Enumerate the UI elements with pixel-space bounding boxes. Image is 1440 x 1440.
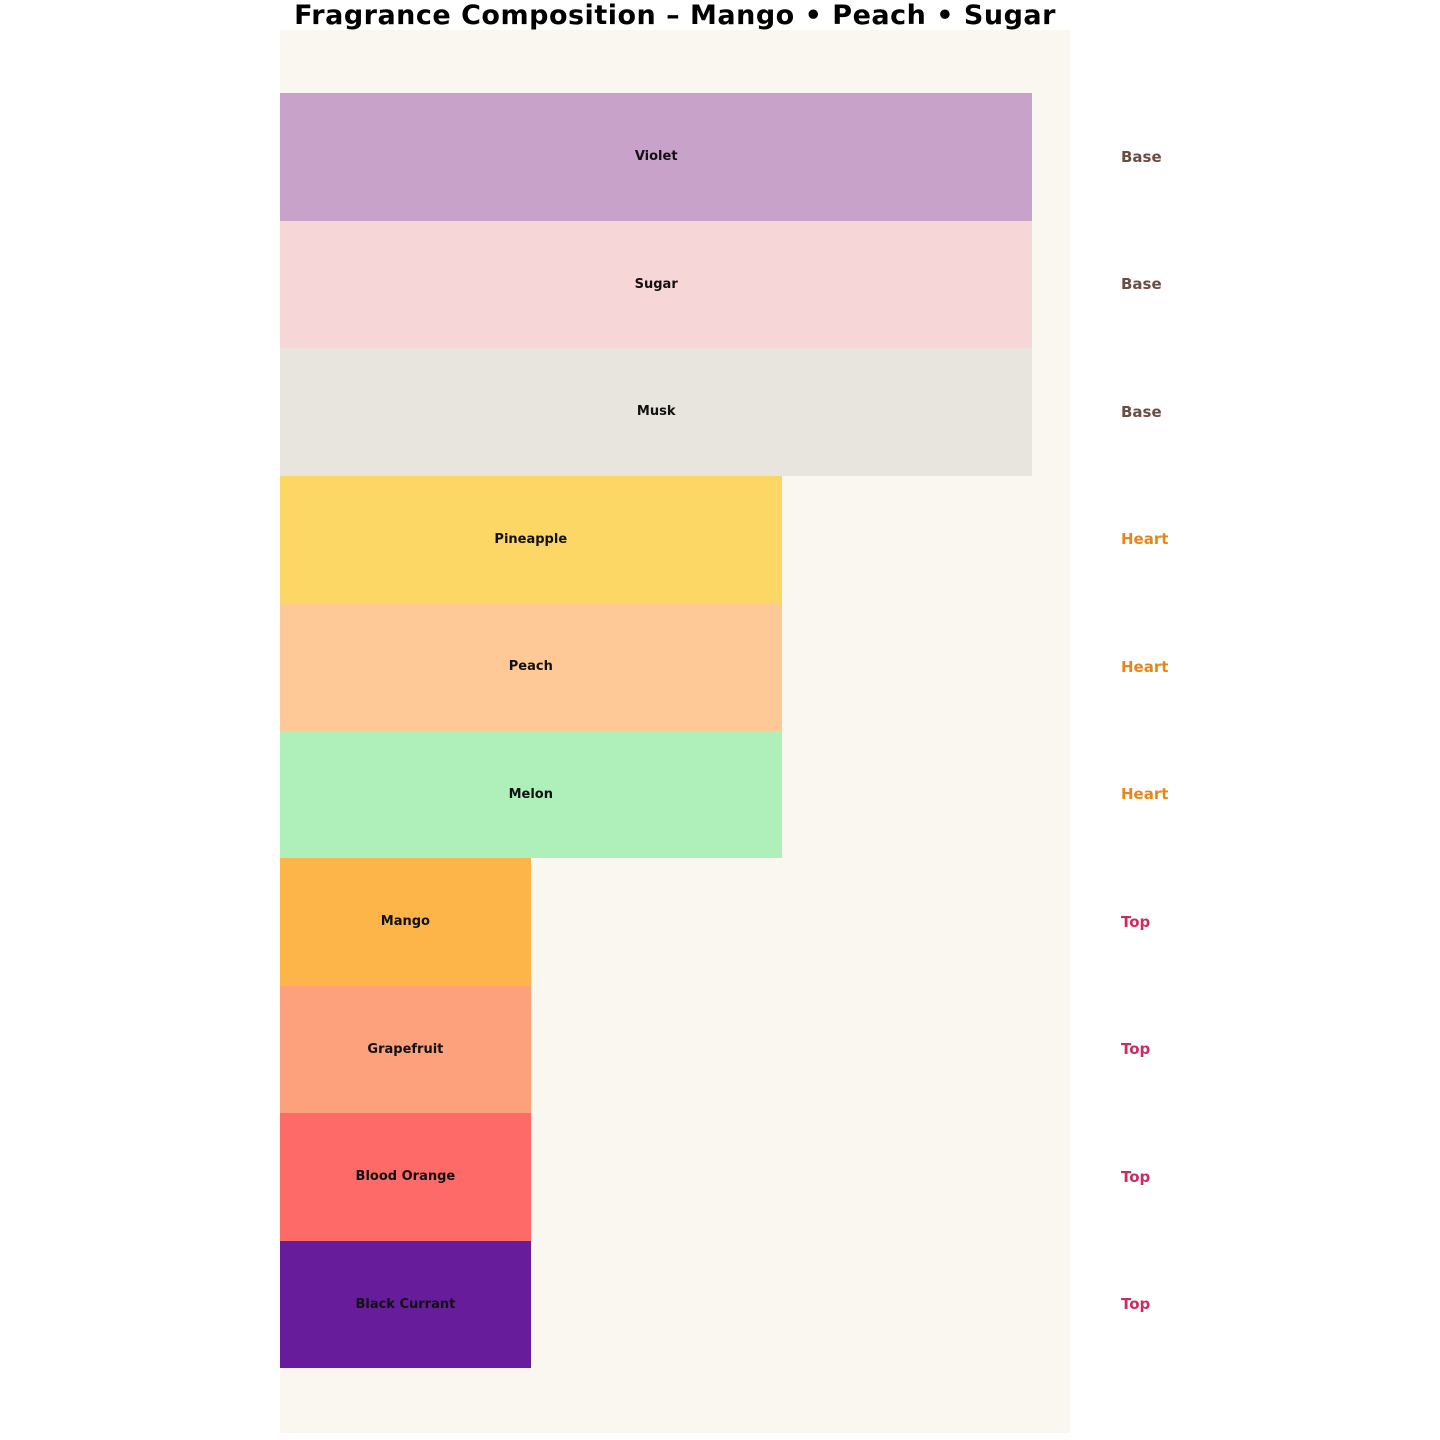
bar-row: Black Currant <box>280 1240 1070 1368</box>
plot-area: Violet Sugar Musk Pineapple Peach Melon Mango G… <box>280 30 1070 1433</box>
tier-label-base: Base <box>1121 147 1162 166</box>
bar-sugar: Sugar <box>280 220 1033 348</box>
bar-row: Peach <box>280 603 1070 731</box>
tier-label-top: Top <box>1121 1295 1151 1314</box>
tier-label-heart: Heart <box>1121 530 1169 549</box>
bar-label: Mango <box>380 914 430 930</box>
bar-label: Violet <box>634 149 678 165</box>
tier-label-heart: Heart <box>1121 657 1169 676</box>
bar-row: Blood Orange <box>280 1113 1070 1241</box>
bar-row: Musk <box>280 348 1070 476</box>
bar-grapefruit: Grapefruit <box>280 985 531 1113</box>
bar-row: Violet <box>280 93 1070 221</box>
bar-label: Musk <box>636 404 676 420</box>
bars-layer: Violet Sugar Musk Pineapple Peach Melon Mango G… <box>280 93 1070 1368</box>
tier-label-top: Top <box>1121 1040 1151 1059</box>
tier-label-base: Base <box>1121 275 1162 294</box>
bar-musk: Musk <box>280 348 1033 476</box>
tier-label-column: Base Base Base Heart Heart Heart Top Top Top Top <box>1121 30 1321 1433</box>
bar-row: Grapefruit <box>280 985 1070 1113</box>
bar-label: Black Currant <box>355 1296 456 1312</box>
tier-label-top: Top <box>1121 912 1151 931</box>
bar-label: Sugar <box>634 276 678 292</box>
bar-black-currant: Black Currant <box>280 1240 531 1368</box>
bar-row: Sugar <box>280 220 1070 348</box>
bar-blood-orange: Blood Orange <box>280 1113 531 1241</box>
tier-label-top: Top <box>1121 1167 1151 1186</box>
bar-label: Pineapple <box>494 531 568 547</box>
bar-row: Melon <box>280 730 1070 858</box>
bar-melon: Melon <box>280 730 782 858</box>
chart-title: Fragrance Composition – Mango • Peach • … <box>294 0 1056 31</box>
bar-row: Pineapple <box>280 475 1070 603</box>
bar-mango: Mango <box>280 858 531 986</box>
bar-label: Blood Orange <box>355 1169 456 1185</box>
tier-label-base: Base <box>1121 402 1162 421</box>
bar-violet: Violet <box>280 93 1033 221</box>
tier-label-heart: Heart <box>1121 785 1169 804</box>
bar-peach: Peach <box>280 603 782 731</box>
bar-label: Peach <box>508 659 553 675</box>
bar-label: Grapefruit <box>367 1041 444 1057</box>
bar-pineapple: Pineapple <box>280 475 782 603</box>
bar-row: Mango <box>280 858 1070 986</box>
bar-label: Melon <box>508 786 553 802</box>
